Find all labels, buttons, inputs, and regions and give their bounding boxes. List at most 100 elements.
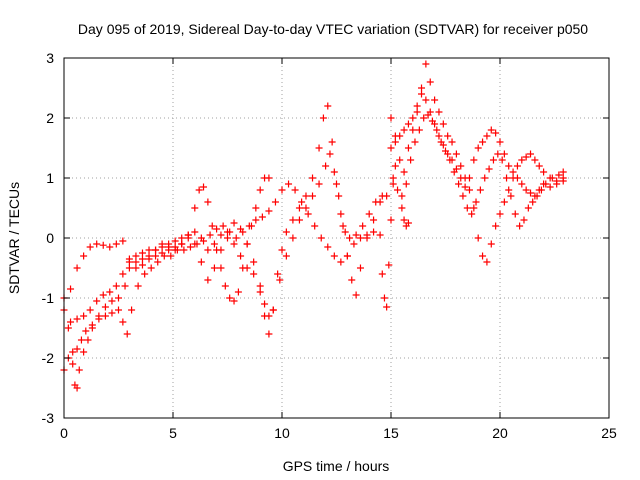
- data-point: [204, 198, 212, 206]
- data-point: [531, 156, 539, 164]
- data-point: [119, 237, 127, 245]
- data-point: [418, 84, 426, 92]
- data-point: [455, 180, 463, 188]
- data-point: [457, 162, 465, 170]
- data-point: [132, 264, 140, 272]
- data-point: [394, 186, 402, 194]
- data-point: [309, 174, 317, 182]
- x-tick-label: 15: [383, 425, 399, 441]
- data-point: [256, 186, 264, 194]
- data-point: [226, 228, 234, 236]
- data-point: [522, 153, 530, 161]
- data-point: [208, 222, 216, 230]
- data-point: [291, 186, 299, 194]
- data-point: [243, 240, 251, 248]
- data-point: [518, 156, 526, 164]
- y-tick-label: -2: [42, 350, 55, 366]
- data-point: [385, 261, 393, 269]
- data-point: [492, 129, 500, 137]
- data-point: [197, 258, 205, 266]
- data-point: [232, 234, 240, 242]
- data-point: [407, 156, 415, 164]
- data-point: [123, 330, 131, 338]
- data-point: [400, 168, 408, 176]
- data-point: [383, 303, 391, 311]
- data-point: [468, 210, 476, 218]
- data-point: [435, 132, 443, 140]
- data-point: [537, 186, 545, 194]
- data-point: [559, 177, 567, 185]
- data-point: [524, 204, 532, 212]
- x-tick-label: 25: [601, 425, 617, 441]
- data-point: [324, 243, 332, 251]
- data-point: [396, 132, 404, 140]
- data-point: [134, 282, 142, 290]
- data-point: [304, 210, 312, 218]
- data-point: [389, 180, 397, 188]
- data-point: [265, 312, 273, 320]
- data-point: [276, 276, 284, 284]
- data-point: [152, 246, 160, 254]
- data-point: [348, 276, 356, 284]
- data-point: [178, 240, 186, 248]
- y-tick-label: -3: [42, 410, 55, 426]
- data-point: [404, 120, 412, 128]
- data-point: [84, 336, 92, 344]
- data-point: [363, 234, 371, 242]
- data-point: [500, 198, 508, 206]
- data-point: [256, 288, 264, 296]
- axis-ticks: 0 5 10 15 20 25 -3 -2 -1 0 1 2 3: [42, 50, 617, 441]
- data-point: [542, 180, 550, 188]
- data-point: [213, 225, 221, 233]
- data-point: [474, 144, 482, 152]
- data-point: [479, 252, 487, 260]
- data-point: [210, 264, 218, 272]
- data-point: [415, 126, 423, 134]
- data-point: [73, 315, 81, 323]
- data-point: [252, 204, 260, 212]
- data-point: [217, 264, 225, 272]
- data-point: [101, 303, 109, 311]
- data-point: [121, 282, 129, 290]
- data-point: [420, 114, 428, 122]
- data-point: [80, 252, 88, 260]
- data-point: [191, 204, 199, 212]
- data-point: [426, 78, 434, 86]
- data-point: [437, 138, 445, 146]
- data-point: [389, 174, 397, 182]
- y-axis-label: SDTVAR / TECUs: [6, 182, 22, 294]
- data-point: [507, 192, 515, 200]
- data-point: [341, 228, 349, 236]
- data-point: [465, 186, 473, 194]
- series-track-8: [389, 111, 567, 230]
- data-point: [265, 330, 273, 338]
- chart-title: Day 095 of 2019, Sidereal Day-to-day VTE…: [78, 21, 588, 37]
- data-point: [101, 312, 109, 320]
- data-point: [112, 282, 120, 290]
- data-point: [302, 192, 310, 200]
- data-point: [271, 198, 279, 206]
- data-point: [463, 204, 471, 212]
- data-point: [409, 114, 417, 122]
- data-point: [219, 222, 227, 230]
- data-point: [75, 366, 83, 374]
- data-point: [298, 198, 306, 206]
- data-point: [387, 216, 395, 224]
- data-point: [518, 180, 526, 188]
- series-track-9: [385, 162, 399, 269]
- data-point: [359, 222, 367, 230]
- data-point: [328, 138, 336, 146]
- data-point: [217, 246, 225, 254]
- data-point: [383, 192, 391, 200]
- data-point: [492, 222, 500, 230]
- data-point: [230, 240, 238, 248]
- series-track-3: [60, 180, 384, 374]
- data-point: [73, 345, 81, 353]
- data-point: [82, 327, 90, 335]
- data-point: [330, 252, 338, 260]
- data-point: [418, 90, 426, 98]
- y-tick-label: 3: [46, 50, 54, 66]
- data-point: [356, 234, 364, 242]
- data-point: [496, 138, 504, 146]
- data-point: [540, 168, 548, 176]
